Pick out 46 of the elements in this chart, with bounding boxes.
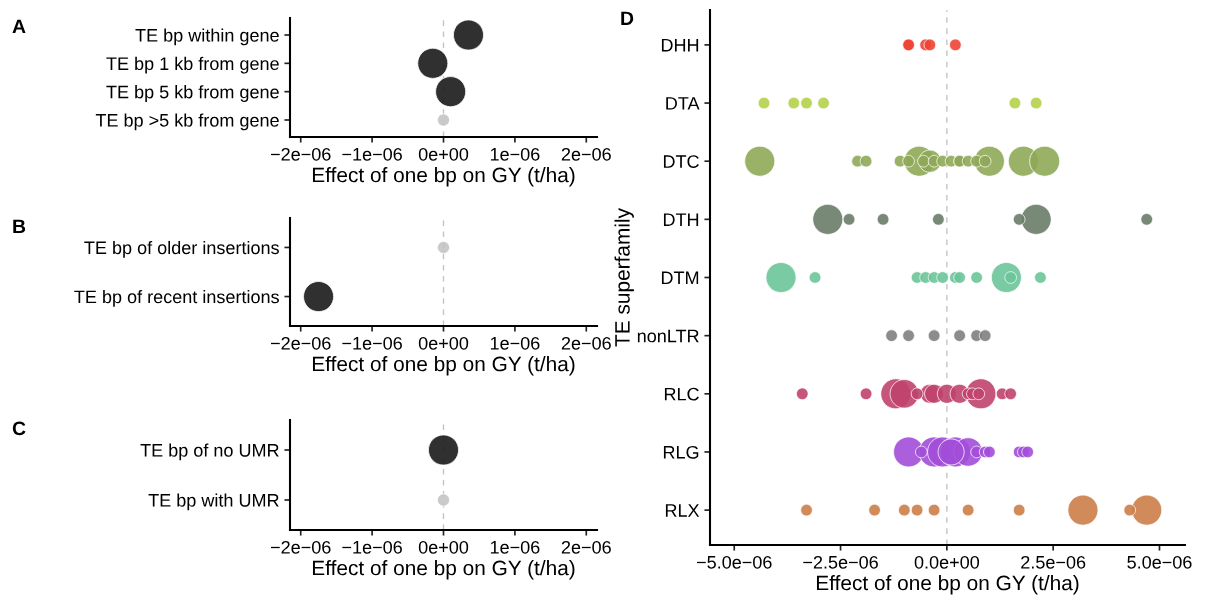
y-tick-label: RLG: [663, 445, 699, 459]
y-axis-title: TE superfamily: [614, 208, 634, 347]
y-tick-label: TE bp within gene: [135, 28, 279, 46]
y-tick-label: DTH: [663, 213, 699, 226]
x-tick-label: 2e−06: [561, 147, 611, 161]
y-tick-label: DTA: [666, 97, 700, 110]
y-tick-label: nonLTR: [637, 329, 699, 343]
y-tick-label: TE bp 5 kb from gene: [106, 85, 279, 102]
y-tick-label: DHH: [661, 39, 699, 52]
x-tick-label: −2e−06: [270, 336, 331, 350]
x-tick-label: −2e−06: [270, 147, 331, 161]
x-tick-label: −2.5e−06: [803, 555, 878, 569]
x-tick-label: 1e−06: [490, 540, 540, 554]
y-tick-label: TE bp 1 kb from gene: [106, 56, 279, 74]
x-tick-label: 2.5e−06: [1021, 555, 1086, 569]
x-axis-title: Effect of one bp on GY (t/ha): [816, 575, 1079, 595]
y-tick-label: DTC: [663, 155, 699, 168]
x-tick-label: 0e+00: [418, 336, 469, 350]
x-axis-title: Effect of one bp on GY (t/ha): [312, 560, 575, 580]
y-tick-label: RLX: [665, 504, 700, 517]
x-tick-label: −1e−06: [342, 540, 402, 554]
x-tick-label: 2e−06: [561, 336, 611, 350]
y-tick-label: TE bp of older insertions: [84, 240, 279, 258]
x-tick-label: −1e−06: [342, 336, 402, 350]
x-tick-label: −2e−06: [270, 540, 331, 554]
chart-title: D: [621, 11, 634, 26]
x-tick-label: 0e+00: [418, 540, 469, 554]
x-tick-label: −5.0e−06: [696, 555, 772, 569]
y-tick-label: TE bp of recent insertions: [74, 290, 279, 307]
x-tick-label: 1e−06: [490, 147, 540, 161]
x-axis-title: Effect of one bp on GY (t/ha): [312, 167, 575, 187]
y-tick-label: TE bp >5 kb from gene: [95, 113, 279, 131]
x-tick-label: −1e−06: [342, 147, 402, 161]
text: C: [12, 421, 26, 436]
x-axis-title: Effect of one bp on GY (t/ha): [312, 356, 575, 376]
y-tick-label: TE bp of no UMR: [140, 443, 279, 461]
y-tick-label: DTM: [661, 271, 699, 285]
x-tick-label: 5.0e−06: [1127, 555, 1192, 569]
x-tick-label: 2e−06: [561, 540, 611, 554]
text: A: [12, 19, 26, 34]
y-tick-label: TE bp with UMR: [148, 493, 279, 511]
x-tick-label: 0.0e+00: [914, 555, 980, 569]
x-tick-label: 0e+00: [418, 147, 469, 161]
x-tick-label: 1e−06: [490, 336, 540, 350]
y-tick-label: RLC: [664, 387, 699, 401]
text: B: [13, 219, 26, 234]
